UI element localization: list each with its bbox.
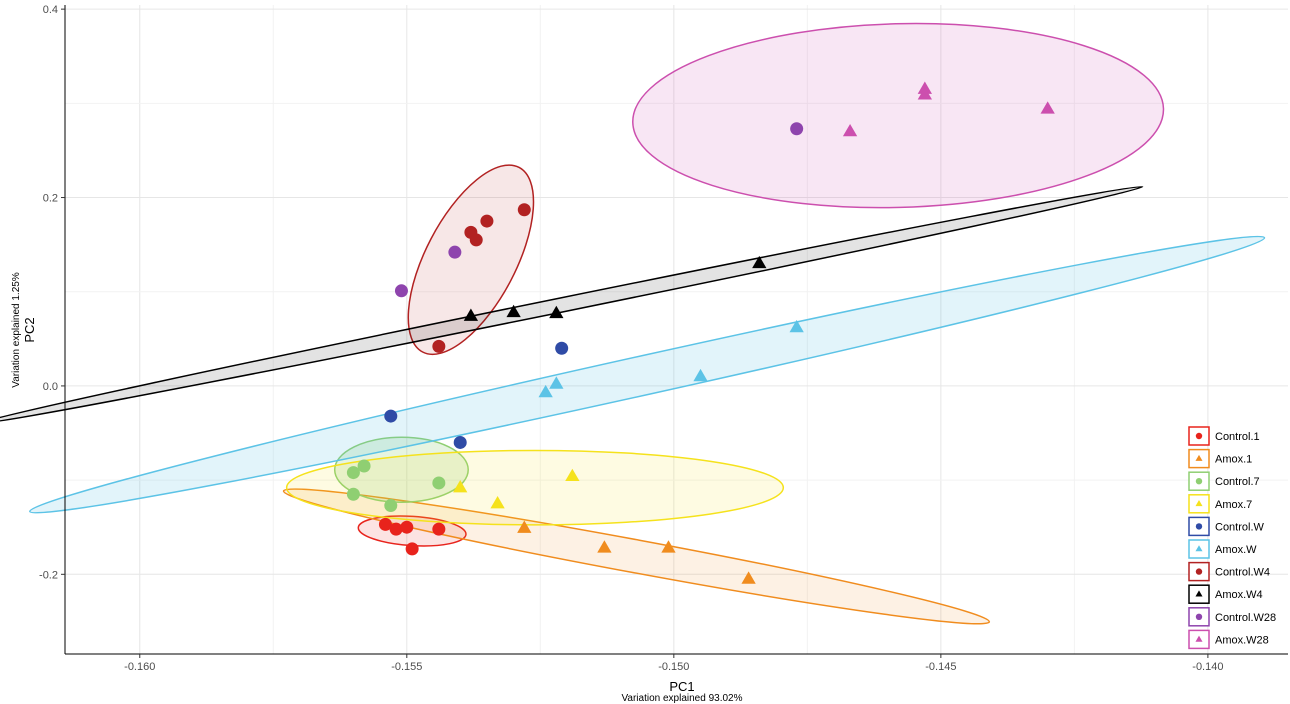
ellipse-amox-w4 — [0, 185, 1144, 425]
legend-label: Amox.W4 — [1215, 589, 1263, 601]
legend-item-control-7: Control.7 — [1188, 471, 1260, 491]
legend-item-amox-w28: Amox.W28 — [1188, 629, 1269, 650]
point-control-w4 — [517, 203, 531, 217]
point-control-w — [555, 341, 569, 355]
legend-item-control-w: Control.W — [1188, 516, 1265, 537]
point-control-w4 — [432, 339, 446, 353]
point-amox-w4 — [506, 304, 521, 318]
axes — [64, 5, 1288, 655]
x-tick-label: -0.145 — [925, 661, 956, 673]
legend-marker — [1195, 432, 1203, 440]
ellipse-control-w4 — [407, 164, 535, 356]
point-control-w — [384, 409, 398, 423]
legend-label: Control.1 — [1215, 431, 1260, 443]
legend-item-amox-7: Amox.7 — [1188, 494, 1252, 514]
point-amox-1 — [661, 540, 676, 553]
legend-marker — [1195, 635, 1203, 642]
point-control-w — [453, 435, 467, 449]
point-amox-1 — [741, 571, 756, 584]
point-amox-w — [538, 384, 553, 398]
point-amox-1 — [597, 540, 612, 553]
point-control-1 — [389, 522, 403, 536]
ellipse-amox-w28 — [632, 22, 1165, 209]
point-amox-1 — [517, 520, 532, 533]
point-amox-w4 — [752, 255, 767, 269]
point-amox-w — [549, 376, 564, 389]
x-tick-label: -0.160 — [124, 661, 155, 673]
legend-label: Amox.W — [1215, 544, 1257, 556]
legend-marker — [1195, 568, 1203, 575]
point-control-7 — [384, 499, 398, 513]
point-control-w28 — [448, 245, 462, 259]
point-amox-w28 — [1040, 101, 1055, 114]
legend-item-amox-1: Amox.1 — [1188, 448, 1252, 469]
legend-marker — [1195, 500, 1203, 507]
legend-marker — [1195, 523, 1203, 530]
y-tick-label: -0.2 — [39, 569, 58, 581]
point-control-7 — [357, 459, 371, 473]
y-tick-labels: -0.2 0.0 0.2 0.4 — [39, 4, 65, 581]
point-control-w4 — [480, 214, 494, 228]
y-tick-label: 0.2 — [43, 193, 58, 205]
legend-label: Control.W28 — [1215, 612, 1276, 624]
ellipse-amox-w — [29, 235, 1266, 514]
x-tick-label: -0.150 — [658, 661, 689, 673]
point-amox-w — [693, 368, 708, 382]
legend-label: Amox.W28 — [1215, 634, 1269, 646]
confidence-ellipses — [0, 22, 1266, 625]
legend-marker — [1195, 454, 1203, 461]
point-control-1 — [405, 542, 419, 556]
legend-label: Amox.7 — [1215, 499, 1252, 511]
point-amox-w28 — [917, 87, 932, 100]
x-axis-subtitle: Variation explained 93.02% — [621, 693, 742, 704]
x-tick-labels: -0.160 -0.155 -0.150 -0.145 -0.140 — [124, 654, 1223, 673]
legend-label: Control.7 — [1215, 476, 1260, 488]
legend-marker — [1195, 613, 1203, 620]
legend-marker — [1195, 545, 1203, 552]
legend-item-amox-w4: Amox.W4 — [1188, 584, 1263, 604]
point-control-1 — [432, 522, 446, 536]
point-amox-w — [789, 319, 804, 333]
point-control-7 — [346, 466, 360, 480]
x-tick-label: -0.155 — [391, 661, 422, 673]
legend-label: Control.W4 — [1215, 567, 1270, 579]
legend-marker — [1195, 590, 1203, 597]
point-control-w28 — [790, 122, 804, 136]
point-amox-w28 — [842, 123, 858, 137]
y-tick-label: 0.4 — [43, 4, 58, 16]
x-tick-label: -0.140 — [1192, 661, 1223, 673]
point-control-w4 — [469, 233, 483, 247]
point-amox-7 — [565, 468, 580, 482]
point-control-1 — [378, 517, 392, 531]
point-amox-7 — [453, 479, 468, 493]
point-control-1 — [400, 520, 414, 534]
legend-label: Amox.1 — [1215, 454, 1252, 466]
point-control-7 — [346, 487, 360, 501]
legend-item-control-w4: Control.W4 — [1188, 561, 1270, 582]
y-axis-title: PC2 — [22, 317, 37, 342]
legend-label: Control.W — [1215, 521, 1265, 533]
legend-item-control-w28: Control.W28 — [1188, 607, 1276, 627]
y-tick-label: 0.0 — [43, 381, 58, 393]
legend-item-control-1: Control.1 — [1188, 426, 1260, 446]
point-amox-w4 — [463, 308, 479, 321]
point-amox-7 — [490, 496, 505, 509]
legend-item-amox-w: Amox.W — [1188, 539, 1257, 559]
point-amox-w4 — [549, 305, 564, 319]
legend: Control.1 Amox.1 Control.7 Amox.7 Control.W A… — [1188, 426, 1276, 650]
y-axis-subtitle: Variation explained 1.25% — [11, 272, 22, 388]
data-points — [346, 81, 1055, 584]
ellipse-amox-7 — [285, 449, 785, 526]
point-control-7 — [432, 476, 446, 490]
legend-marker — [1195, 478, 1203, 485]
x-axis-title: PC1 — [669, 679, 694, 694]
point-control-w28 — [394, 284, 408, 298]
